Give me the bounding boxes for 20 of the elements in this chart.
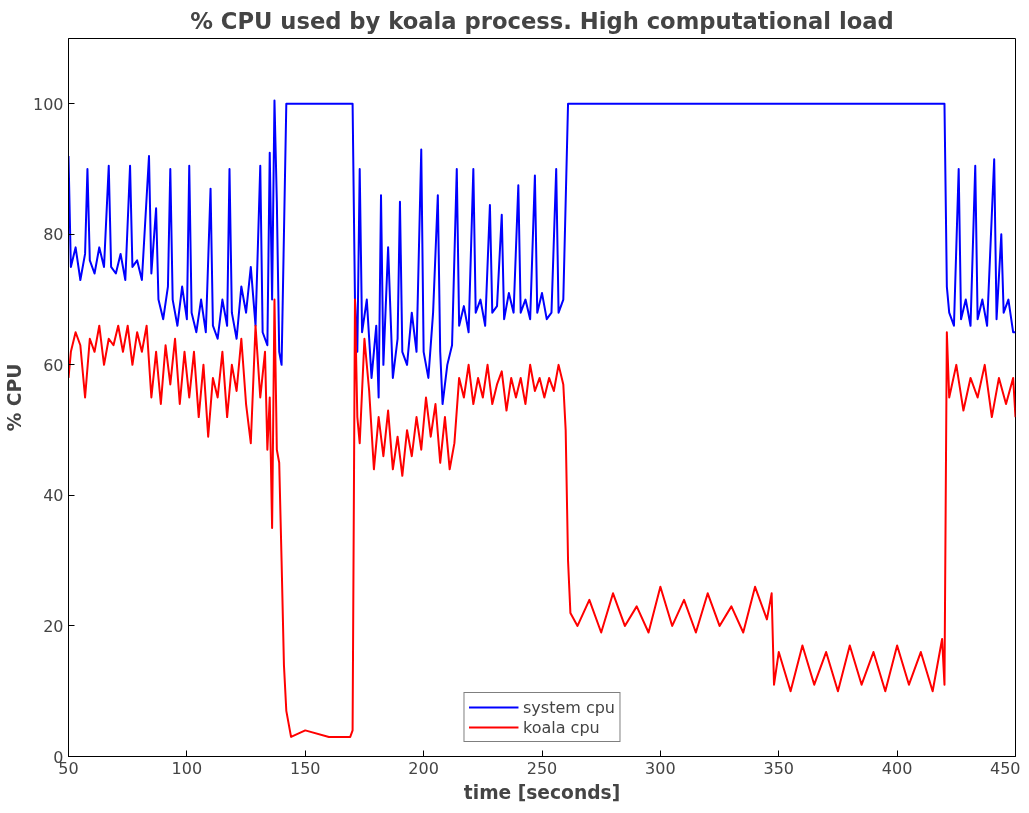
x-tick-label: 100: [171, 758, 203, 778]
y-tick-label: 80: [43, 225, 64, 245]
x-axis-title: time [seconds]: [463, 781, 621, 803]
y-tick-label: 100: [32, 94, 64, 114]
x-tick-label: 250: [526, 758, 558, 778]
line-series: [68, 298, 1016, 738]
x-tick-label: 200: [408, 758, 439, 778]
legend-label: koala cpu: [522, 717, 600, 737]
legend-label: system cpu: [522, 697, 616, 717]
x-tick-label: 450: [989, 758, 1021, 778]
y-tick-label: 20: [43, 616, 64, 636]
y-axis-title: % CPU: [3, 363, 25, 432]
x-tick-label: 300: [645, 758, 676, 778]
y-tick-label: 60: [43, 355, 64, 375]
chart-title: % CPU used by koala process. High computational load: [190, 7, 894, 34]
x-tick-label: 400: [881, 758, 913, 778]
line-series: [68, 99, 1016, 406]
x-tick-label: 350: [763, 758, 795, 778]
y-tick-label: 40: [43, 486, 64, 506]
x-tick-label: 150: [289, 758, 321, 778]
